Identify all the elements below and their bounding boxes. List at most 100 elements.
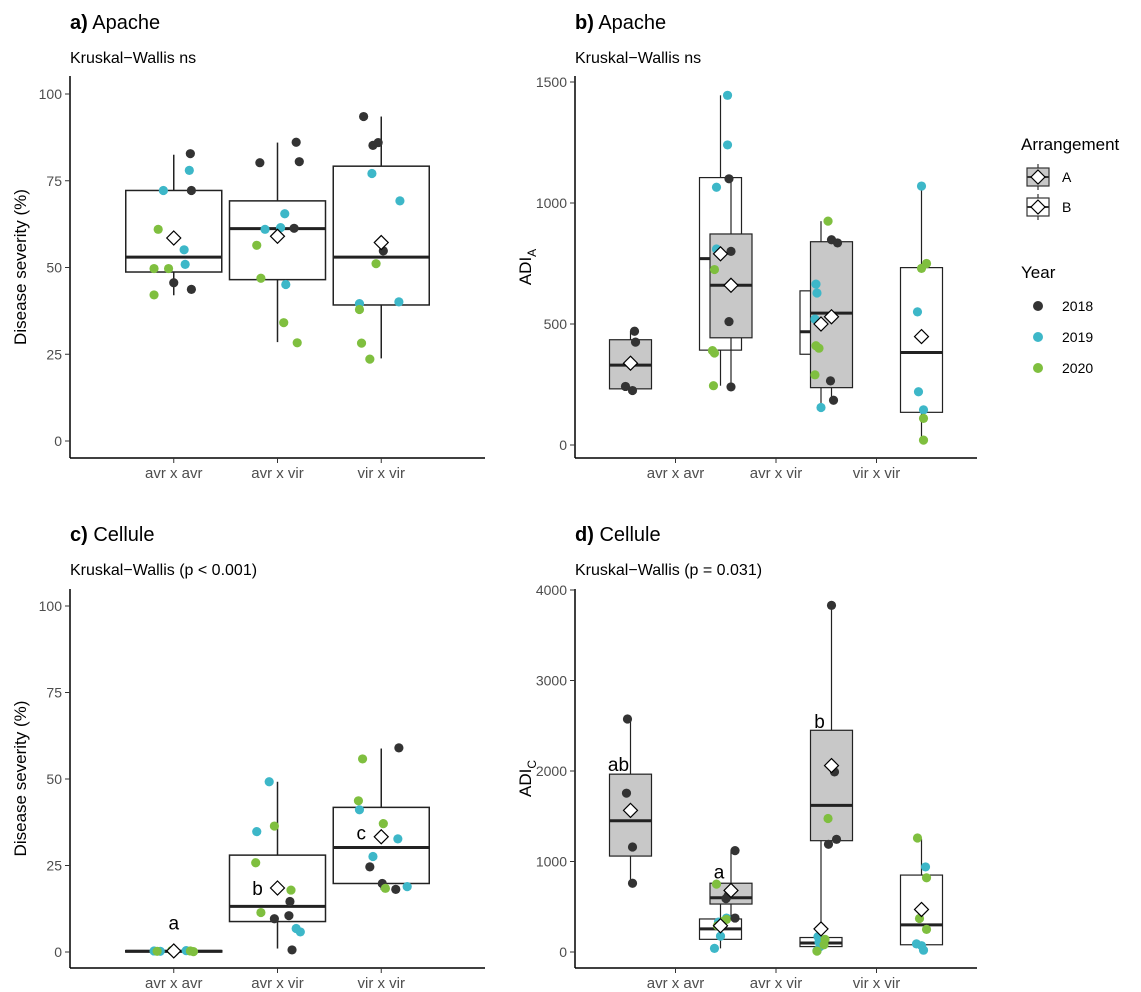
point-2018 bbox=[730, 846, 740, 856]
point-2018 bbox=[629, 326, 640, 336]
point-2020 bbox=[708, 381, 719, 391]
significance-letter: b bbox=[814, 712, 825, 733]
y-tick-label: 25 bbox=[46, 858, 62, 874]
point-2018 bbox=[284, 911, 294, 921]
point-2018 bbox=[721, 894, 731, 904]
legend-label-A: A bbox=[1062, 169, 1072, 185]
point-2018 bbox=[627, 842, 638, 852]
mean-marker bbox=[269, 228, 286, 245]
mean-marker bbox=[813, 316, 829, 332]
point-2018 bbox=[724, 174, 734, 184]
y-tick-label: 100 bbox=[39, 86, 63, 102]
point-2020 bbox=[918, 435, 929, 445]
y-tick-label: 75 bbox=[46, 685, 62, 701]
point-2018 bbox=[269, 914, 279, 924]
panel-title-letter: c) bbox=[70, 524, 88, 546]
mean-marker bbox=[373, 234, 390, 251]
point-2019 bbox=[393, 834, 403, 844]
point-2019 bbox=[913, 387, 924, 397]
point-2018 bbox=[394, 743, 404, 753]
point-2018 bbox=[627, 385, 638, 396]
legend-label-2020: 2020 bbox=[1062, 360, 1093, 376]
legend-label-2019: 2019 bbox=[1062, 329, 1093, 345]
point-2018 bbox=[285, 896, 295, 907]
point-2020 bbox=[256, 273, 266, 283]
point-2018 bbox=[359, 111, 369, 122]
y-axis-label-subscript: C bbox=[525, 760, 539, 769]
panel-c: c) Cellule Kruskal−Wallis (p < 0.001) 0 25 5… bbox=[11, 524, 485, 992]
legend-year-title: Year bbox=[1021, 263, 1056, 282]
mean-marker bbox=[165, 230, 182, 246]
mean-marker bbox=[813, 921, 829, 937]
point-2020 bbox=[823, 813, 833, 824]
point-2020 bbox=[357, 754, 368, 764]
box-2-B bbox=[899, 838, 944, 951]
y-tick-label: 500 bbox=[544, 316, 568, 332]
box-1 bbox=[228, 781, 327, 949]
point-2019 bbox=[179, 245, 189, 255]
point-2020 bbox=[921, 924, 932, 934]
legend-key-B bbox=[1026, 194, 1050, 220]
point-2020 bbox=[286, 885, 296, 895]
y-axis-label-subscript: A bbox=[525, 249, 539, 257]
panel-subtitle: Kruskal−Wallis (p < 0.001) bbox=[70, 562, 257, 579]
point-2020 bbox=[149, 290, 159, 300]
point-2018 bbox=[726, 246, 736, 256]
panel-title-text: Cellule bbox=[88, 524, 155, 546]
point-2019 bbox=[184, 165, 194, 175]
panel-title-letter: d) bbox=[575, 524, 594, 546]
y-axis-label-main: Disease severity (%) bbox=[11, 189, 30, 345]
mean-marker bbox=[823, 308, 840, 325]
point-2020 bbox=[378, 819, 388, 829]
significance-letter: b bbox=[252, 879, 263, 900]
point-2018 bbox=[186, 284, 196, 294]
point-2019 bbox=[816, 402, 826, 413]
panel-title: a) Apache bbox=[70, 12, 160, 34]
point-2018 bbox=[291, 137, 301, 147]
point-2019 bbox=[918, 405, 929, 415]
point-2018 bbox=[726, 382, 736, 392]
point-2019 bbox=[402, 882, 412, 892]
y-tick-label: 2000 bbox=[536, 763, 567, 779]
point-2020 bbox=[810, 370, 820, 380]
point-2020 bbox=[292, 338, 302, 348]
point-2019 bbox=[715, 931, 726, 941]
mean-marker bbox=[165, 943, 182, 959]
point-2019 bbox=[912, 307, 923, 317]
point-2018 bbox=[621, 788, 632, 798]
point-2018 bbox=[186, 185, 196, 196]
x-tick-label: avr x vir bbox=[251, 975, 304, 992]
point-2018 bbox=[185, 149, 195, 159]
legend-label-2018: 2018 bbox=[1062, 298, 1093, 314]
point-2018 bbox=[622, 714, 633, 724]
y-tick-label: 0 bbox=[559, 437, 567, 453]
point-2020 bbox=[149, 263, 159, 274]
legend-arrangement-title: Arrangement bbox=[1021, 135, 1120, 154]
panel-subtitle: Kruskal−Wallis ns bbox=[575, 50, 701, 67]
point-2018 bbox=[730, 913, 740, 923]
point-2020 bbox=[819, 940, 829, 950]
point-2018 bbox=[831, 834, 842, 844]
x-tick-label: avr x avr bbox=[647, 975, 705, 992]
x-tick-label: vir x vir bbox=[358, 975, 406, 992]
point-2018 bbox=[365, 862, 375, 872]
x-tick-label: avr x vir bbox=[251, 465, 304, 482]
point-2019 bbox=[709, 943, 720, 953]
significance-letter: ab bbox=[608, 755, 629, 776]
mean-marker bbox=[913, 328, 930, 345]
point-2018 bbox=[828, 395, 839, 405]
y-tick-label: 0 bbox=[54, 944, 62, 960]
panel-title: d) Cellule bbox=[575, 524, 661, 546]
point-2018 bbox=[627, 878, 638, 888]
significance-letter: a bbox=[714, 862, 725, 883]
point-2019 bbox=[812, 288, 822, 298]
y-tick-label: 0 bbox=[559, 944, 567, 960]
mean-marker bbox=[712, 245, 729, 262]
significance-letter: a bbox=[168, 914, 179, 935]
y-axis-label-main: ADI bbox=[516, 769, 535, 797]
point-2019 bbox=[394, 297, 404, 307]
point-2019 bbox=[264, 777, 274, 787]
point-2019 bbox=[260, 224, 270, 234]
legend-key-A bbox=[1026, 164, 1050, 190]
